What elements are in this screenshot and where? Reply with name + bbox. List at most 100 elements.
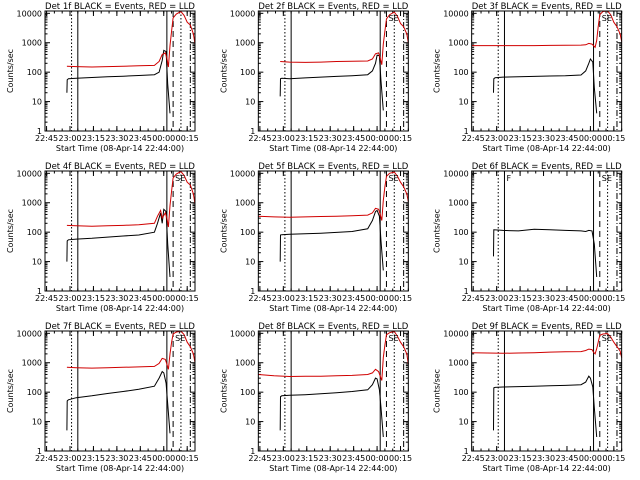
- x-axis-label: Start Time (08-Apr-14 22:44:00): [269, 464, 397, 473]
- x-tick-label: 23:15: [82, 454, 105, 463]
- x-tick-label: 22:45: [462, 294, 485, 303]
- x-axis-label: Start Time (08-Apr-14 22:44:00): [56, 304, 184, 313]
- y-axis-label: Counts/sec: [433, 369, 442, 413]
- events-series-line: [493, 375, 598, 438]
- x-tick-label: 00:00: [366, 134, 389, 143]
- x-tick-label: 00:00: [579, 134, 602, 143]
- x-tick-label: 22:45: [35, 134, 58, 143]
- x-tick-label: 00:15: [176, 294, 199, 303]
- x-tick-label: 23:15: [295, 134, 318, 143]
- y-axis-label: Counts/sec: [6, 209, 15, 253]
- x-tick-label: 00:00: [366, 294, 389, 303]
- event-annotation: SE: [388, 334, 398, 343]
- y-tick-label: 10: [32, 258, 42, 267]
- y-tick-label: 10000: [17, 9, 42, 18]
- lld-series-line: [471, 333, 623, 358]
- y-tick-label: 1: [37, 127, 42, 136]
- x-tick-label: 23:00: [58, 454, 81, 463]
- x-tick-label: 23:00: [58, 294, 81, 303]
- plot-frame: [471, 170, 623, 292]
- plot-frame: [471, 10, 623, 132]
- y-tick-label: 10000: [443, 329, 468, 338]
- x-tick-label: 22:45: [35, 294, 58, 303]
- lld-series-line: [258, 171, 409, 221]
- y-tick-label: 1: [250, 287, 255, 296]
- x-tick-label: 23:45: [555, 294, 578, 303]
- y-tick-label: 100: [27, 388, 42, 397]
- y-tick-label: 1: [37, 447, 42, 456]
- x-tick-label: 23:15: [509, 294, 532, 303]
- y-tick-label: 10: [245, 418, 255, 427]
- y-tick-label: 100: [240, 68, 255, 77]
- x-tick-label: 00:15: [602, 134, 625, 143]
- x-tick-label: 23:45: [129, 294, 152, 303]
- x-tick-label: 23:30: [105, 454, 128, 463]
- x-axis-label: Start Time (08-Apr-14 22:44:00): [483, 144, 611, 153]
- y-tick-label: 10: [458, 418, 468, 427]
- y-tick-label: 100: [453, 228, 468, 237]
- plot-frame: [44, 170, 196, 292]
- x-tick-label: 00:00: [366, 454, 389, 463]
- event-annotation: SE: [602, 334, 612, 343]
- panel-det-9: Det 9f BLACK = Events, RED = LLD Counts/s…: [433, 322, 626, 473]
- x-tick-label: 23:30: [319, 294, 342, 303]
- y-axis-label: Counts/sec: [219, 369, 228, 413]
- plot-frame: [257, 170, 409, 292]
- x-tick-label: 23:15: [509, 134, 532, 143]
- panel-title: Det 2f BLACK = Events, RED = LLD: [258, 2, 408, 12]
- x-tick-label: 23:00: [272, 134, 295, 143]
- y-tick-label: 1000: [22, 199, 42, 208]
- x-tick-label: 23:45: [555, 134, 578, 143]
- events-series-line: [279, 209, 384, 271]
- x-tick-label: 23:30: [105, 294, 128, 303]
- x-tick-label: 22:45: [462, 454, 485, 463]
- x-tick-label: 22:45: [248, 294, 271, 303]
- x-tick-label: 00:15: [389, 454, 412, 463]
- x-tick-label: 23:30: [105, 134, 128, 143]
- events-series-line: [66, 370, 171, 434]
- x-tick-label: 00:15: [389, 134, 412, 143]
- y-tick-label: 100: [453, 388, 468, 397]
- y-axis-label: Counts/sec: [6, 369, 15, 413]
- event-annotation: SE: [175, 174, 185, 183]
- y-axis-label: Counts/sec: [6, 49, 15, 93]
- event-annotation: SE: [388, 174, 398, 183]
- y-tick-label: 1000: [235, 39, 255, 48]
- x-tick-label: 22:45: [35, 454, 58, 463]
- event-annotation: F: [506, 174, 511, 183]
- y-axis-label: Counts/sec: [433, 49, 442, 93]
- x-tick-label: 23:15: [82, 294, 105, 303]
- y-tick-label: 1000: [22, 39, 42, 48]
- plot-frame: [257, 330, 409, 452]
- y-tick-label: 10000: [17, 169, 42, 178]
- x-axis-label: Start Time (08-Apr-14 22:44:00): [483, 304, 611, 313]
- y-tick-label: 10: [32, 98, 42, 107]
- y-axis-label: Counts/sec: [219, 49, 228, 93]
- y-tick-label: 10: [32, 418, 42, 427]
- y-tick-label: 1000: [22, 359, 42, 368]
- x-tick-label: 23:15: [82, 134, 105, 143]
- x-tick-label: 23:30: [319, 454, 342, 463]
- x-tick-label: 00:15: [389, 294, 412, 303]
- x-tick-label: 23:45: [342, 294, 365, 303]
- y-axis-label: Counts/sec: [219, 209, 228, 253]
- x-tick-label: 00:15: [602, 454, 625, 463]
- panel-title: Det 5f BLACK = Events, RED = LLD: [258, 162, 408, 172]
- events-series-line: [493, 57, 598, 114]
- x-tick-label: 23:00: [485, 134, 508, 143]
- lld-series-line: [66, 10, 196, 68]
- y-tick-label: 1: [464, 447, 469, 456]
- plot-frame: [44, 10, 196, 132]
- y-tick-label: 1000: [448, 39, 468, 48]
- panel-title: Det 7f BLACK = Events, RED = LLD: [45, 322, 195, 332]
- x-tick-label: 23:45: [129, 454, 152, 463]
- y-tick-label: 10: [458, 258, 468, 267]
- y-tick-label: 10000: [17, 329, 42, 338]
- x-tick-label: 00:15: [176, 454, 199, 463]
- x-tick-label: 23:45: [342, 454, 365, 463]
- panel-det-1: Det 1f BLACK = Events, RED = LLD Counts/s…: [6, 2, 199, 153]
- x-tick-label: 23:30: [532, 134, 555, 143]
- panel-title: Det 8f BLACK = Events, RED = LLD: [258, 322, 408, 332]
- panel-title: Det 4f BLACK = Events, RED = LLD: [45, 162, 195, 172]
